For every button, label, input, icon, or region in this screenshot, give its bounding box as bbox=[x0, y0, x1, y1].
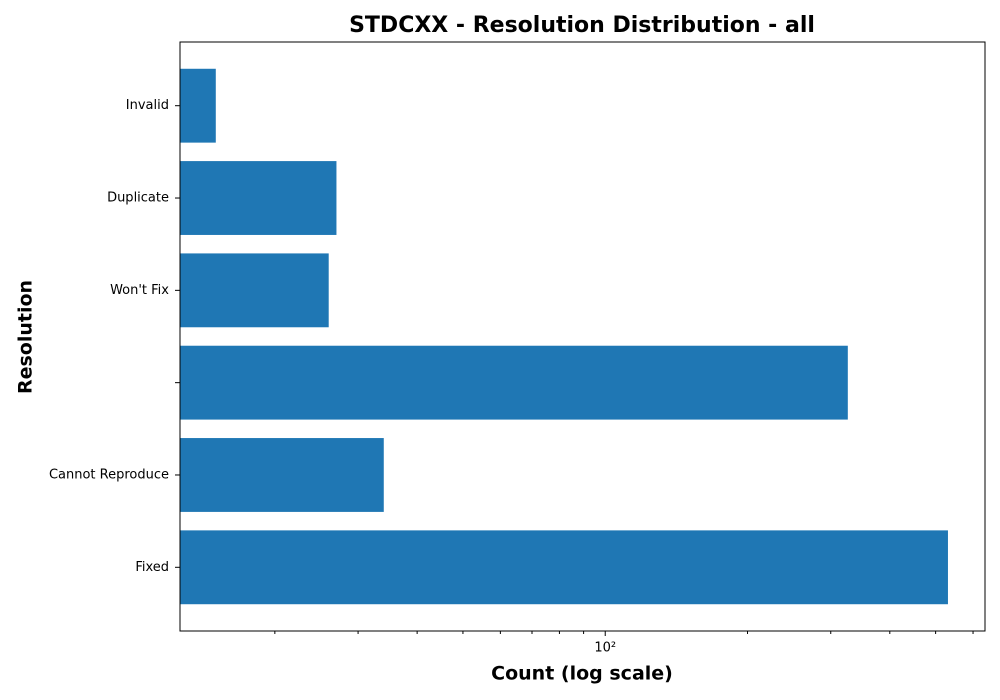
y-tick-label: Fixed bbox=[135, 560, 169, 575]
bar bbox=[180, 161, 337, 235]
chart-title: STDCXX - Resolution Distribution - all bbox=[349, 13, 815, 38]
bar bbox=[180, 253, 329, 328]
bar bbox=[180, 438, 384, 512]
bar bbox=[180, 345, 848, 420]
x-tick-label: 10² bbox=[594, 641, 616, 656]
y-tick-label: Won't Fix bbox=[110, 283, 169, 298]
bar bbox=[180, 68, 216, 143]
y-axis-label: Resolution bbox=[15, 280, 37, 394]
y-tick-label: Duplicate bbox=[107, 191, 169, 206]
y-tick-label: Invalid bbox=[126, 98, 169, 113]
y-tick-label: Cannot Reproduce bbox=[49, 467, 169, 482]
x-axis-label: Count (log scale) bbox=[491, 663, 673, 685]
bar bbox=[180, 530, 948, 605]
plot-frame bbox=[179, 41, 986, 632]
